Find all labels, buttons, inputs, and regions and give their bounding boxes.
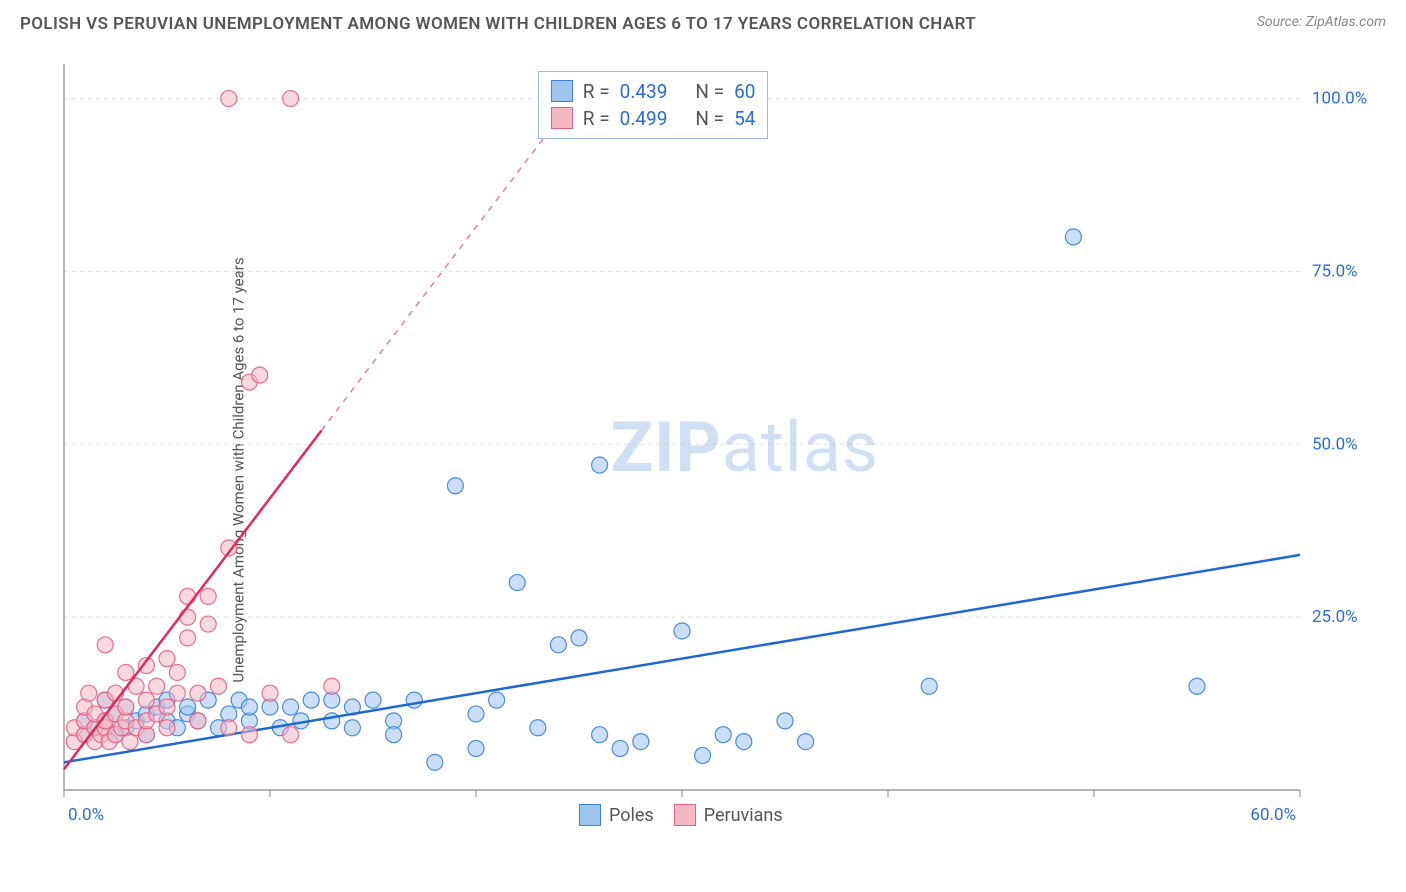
data-point — [118, 699, 134, 715]
chart-title: POLISH VS PERUVIAN UNEMPLOYMENT AMONG WO… — [20, 14, 976, 34]
data-point — [324, 678, 340, 694]
n-value: 54 — [734, 107, 755, 130]
data-point — [149, 678, 165, 694]
series-swatch — [551, 107, 573, 129]
trend-line-extrapolated — [322, 92, 580, 431]
chart-container: Unemployment Among Women with Children A… — [0, 48, 1406, 892]
n-value: 60 — [734, 80, 755, 103]
n-label: N = — [695, 80, 724, 103]
data-point — [695, 747, 711, 763]
data-point — [283, 699, 299, 715]
x-tick-label: 60.0% — [1250, 805, 1296, 825]
data-point — [81, 685, 97, 701]
data-point — [447, 478, 463, 494]
data-point — [344, 720, 360, 736]
data-point — [921, 678, 937, 694]
data-point — [221, 91, 237, 107]
data-point — [190, 685, 206, 701]
data-point — [303, 692, 319, 708]
legend-item: Poles — [579, 804, 654, 826]
data-point — [715, 727, 731, 743]
data-point — [283, 91, 299, 107]
legend-swatch — [579, 804, 601, 826]
data-point — [612, 741, 628, 757]
data-point — [180, 588, 196, 604]
data-point — [1189, 678, 1205, 694]
data-point — [571, 630, 587, 646]
data-point — [252, 367, 268, 383]
legend-swatch — [674, 804, 696, 826]
y-tick-label: 50.0% — [1312, 434, 1358, 454]
scatter-chart-svg: 25.0% 50.0% 75.0% 100.0% 0.0% 60.0% — [58, 58, 1378, 838]
data-point — [633, 734, 649, 750]
data-point — [262, 685, 278, 701]
y-tick-label: 25.0% — [1312, 607, 1358, 627]
stats-row: R = 0.439 N = 60 — [541, 78, 766, 105]
data-point — [180, 699, 196, 715]
data-point — [427, 754, 443, 770]
legend-label: Poles — [609, 805, 654, 826]
data-point — [777, 713, 793, 729]
data-point — [169, 664, 185, 680]
data-point — [674, 623, 690, 639]
data-point — [180, 609, 196, 625]
n-label: N = — [695, 107, 724, 130]
data-point — [468, 741, 484, 757]
x-tick-label: 0.0% — [68, 805, 104, 825]
data-point — [530, 720, 546, 736]
data-point — [118, 664, 134, 680]
legend-item: Peruvians — [674, 804, 783, 826]
y-tick-label: 100.0% — [1312, 89, 1367, 109]
data-point — [159, 720, 175, 736]
data-point — [489, 692, 505, 708]
r-label: R = — [583, 80, 610, 103]
data-point — [386, 727, 402, 743]
data-point — [211, 678, 227, 694]
data-point — [509, 575, 525, 591]
data-point — [200, 588, 216, 604]
data-point — [365, 692, 381, 708]
source-attribution: Source: ZipAtlas.com — [1257, 14, 1386, 30]
data-point — [283, 727, 299, 743]
data-point — [468, 706, 484, 722]
data-point — [159, 651, 175, 667]
correlation-stats-box: R = 0.439 N = 60 R = 0.499 N = 54 — [538, 71, 769, 139]
data-point — [97, 637, 113, 653]
plot-area: 25.0%50.0%75.0%100.0%0.0%60.0% ZIPatlas … — [58, 58, 1378, 838]
data-point — [221, 720, 237, 736]
data-point — [736, 734, 752, 750]
r-value: 0.439 — [620, 80, 668, 103]
data-point — [190, 713, 206, 729]
data-point — [550, 637, 566, 653]
r-label: R = — [583, 107, 610, 130]
data-point — [169, 685, 185, 701]
data-point — [592, 457, 608, 473]
data-point — [138, 692, 154, 708]
data-point — [159, 699, 175, 715]
data-point — [241, 727, 257, 743]
data-point — [798, 734, 814, 750]
data-point — [180, 630, 196, 646]
legend-label: Peruvians — [704, 805, 783, 826]
series-swatch — [551, 80, 573, 102]
r-value: 0.499 — [620, 107, 668, 130]
data-point — [1065, 229, 1081, 245]
data-point — [241, 699, 257, 715]
legend: Poles Peruvians — [579, 804, 783, 826]
data-point — [200, 616, 216, 632]
data-point — [592, 727, 608, 743]
stats-row: R = 0.499 N = 54 — [541, 105, 766, 132]
y-tick-label: 75.0% — [1312, 261, 1358, 281]
